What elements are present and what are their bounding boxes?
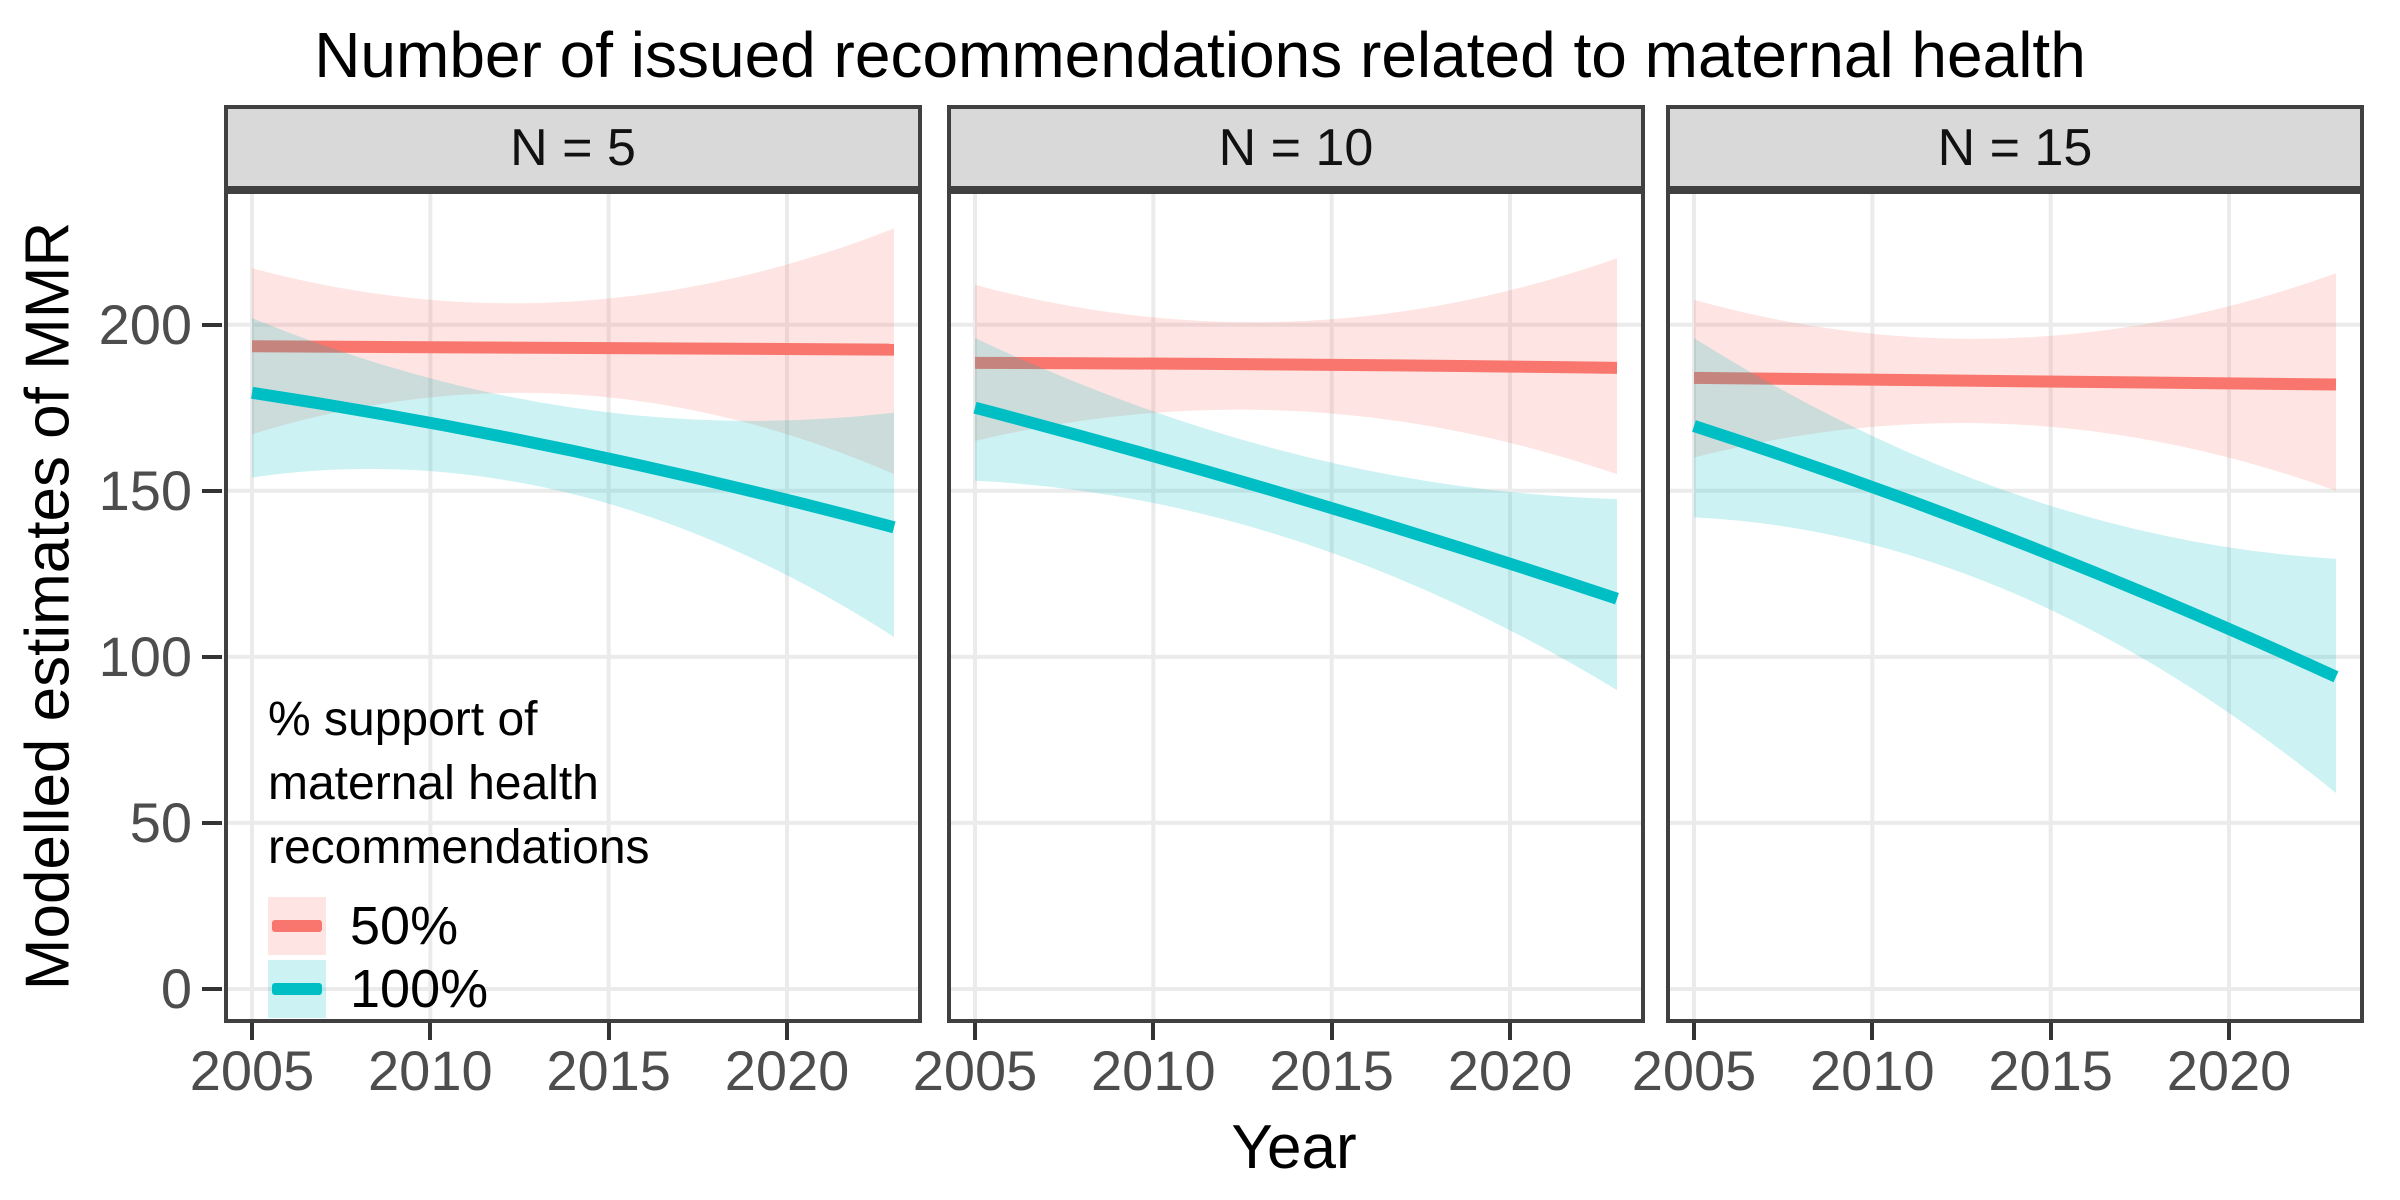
x-tick-mark [606, 1023, 611, 1040]
trend-line-50% [1693, 371, 2337, 391]
x-tick-label: 2020 [724, 1039, 850, 1102]
x-tick-mark [250, 1023, 254, 1040]
legend-title-line: % support of [268, 693, 538, 746]
trend-line-100% [973, 401, 1619, 605]
x-tick-label: 2020 [2166, 1039, 2292, 1102]
legend-label-50: 50% [350, 896, 459, 956]
y-tick-label: 0 [160, 957, 192, 1020]
trend-line-50% [251, 340, 895, 356]
legend-title-line: recommendations [268, 821, 650, 874]
confidence-ribbon-100% [975, 337, 1618, 691]
x-tick-label: 2020 [1447, 1039, 1573, 1102]
legend-item-100: 100% [268, 960, 488, 1018]
legend-key-swatch-50 [268, 897, 326, 955]
facet-strip-label: N = 15 [1937, 118, 2093, 177]
x-tick-label: 2010 [1091, 1039, 1216, 1102]
trend-line-50% [974, 356, 1618, 374]
y-tick-label: 200 [98, 292, 192, 356]
legend-key-line-50 [272, 920, 322, 932]
facet-panel [947, 190, 1645, 1023]
legend-title: % support of maternal health recommendat… [268, 688, 650, 880]
x-tick-label: 2010 [368, 1039, 493, 1102]
legend-item-50: 50% [268, 897, 458, 955]
panel-border [224, 190, 922, 1023]
x-tick-mark [1151, 1023, 1156, 1040]
x-tick-mark [1692, 1023, 1696, 1040]
trend-line-100% [251, 386, 896, 534]
x-tick-mark [1508, 1023, 1512, 1040]
x-tick-label: 2005 [1631, 1039, 1757, 1102]
x-axis-title: Year [1231, 1113, 1357, 1182]
x-tick-mark [973, 1023, 977, 1040]
facet-strip: N = 15 [1666, 105, 2364, 190]
legend-key-line-100 [272, 983, 322, 995]
facet-panel [1666, 190, 2364, 1023]
panel-border [1666, 190, 2364, 1023]
facet-strip: N = 10 [947, 105, 1645, 190]
y-tick-label: 50 [129, 790, 192, 854]
x-tick-mark [1870, 1023, 1875, 1040]
facet-strip: N = 5 [224, 105, 922, 190]
y-tick-mark [202, 654, 222, 659]
x-tick-mark [1329, 1023, 1334, 1040]
chart-title: Number of issued recommendations related… [314, 19, 2086, 91]
legend-label-100: 100% [350, 959, 489, 1019]
y-tick-mark [202, 987, 222, 991]
trend-line-100% [1692, 420, 2339, 683]
y-tick-label: 100 [98, 624, 192, 688]
facet-panel [224, 190, 922, 1023]
x-tick-label: 2010 [1810, 1039, 1935, 1102]
x-tick-label: 2015 [1269, 1039, 1394, 1102]
confidence-ribbon-100% [252, 318, 895, 637]
facet-strip-label: N = 5 [510, 118, 636, 177]
panel-border [947, 190, 1645, 1023]
y-tick-mark [202, 820, 222, 825]
y-tick-label: 150 [98, 458, 192, 522]
facet-strip-label: N = 10 [1218, 118, 1374, 177]
legend-title-line: maternal health [268, 757, 599, 810]
x-tick-mark [785, 1023, 789, 1040]
legend-key-swatch-100 [268, 960, 326, 1018]
y-tick-mark [202, 322, 222, 327]
x-tick-mark [2048, 1023, 2053, 1040]
x-tick-label: 2005 [912, 1039, 1038, 1102]
x-tick-mark [2227, 1023, 2231, 1040]
y-tick-mark [202, 488, 222, 493]
legend: % support of maternal health recommendat… [268, 688, 650, 1018]
x-tick-label: 2005 [189, 1039, 315, 1102]
x-tick-mark [428, 1023, 433, 1040]
x-tick-label: 2015 [1988, 1039, 2113, 1102]
confidence-ribbon-100% [1694, 337, 2337, 794]
x-tick-label: 2015 [546, 1039, 671, 1102]
